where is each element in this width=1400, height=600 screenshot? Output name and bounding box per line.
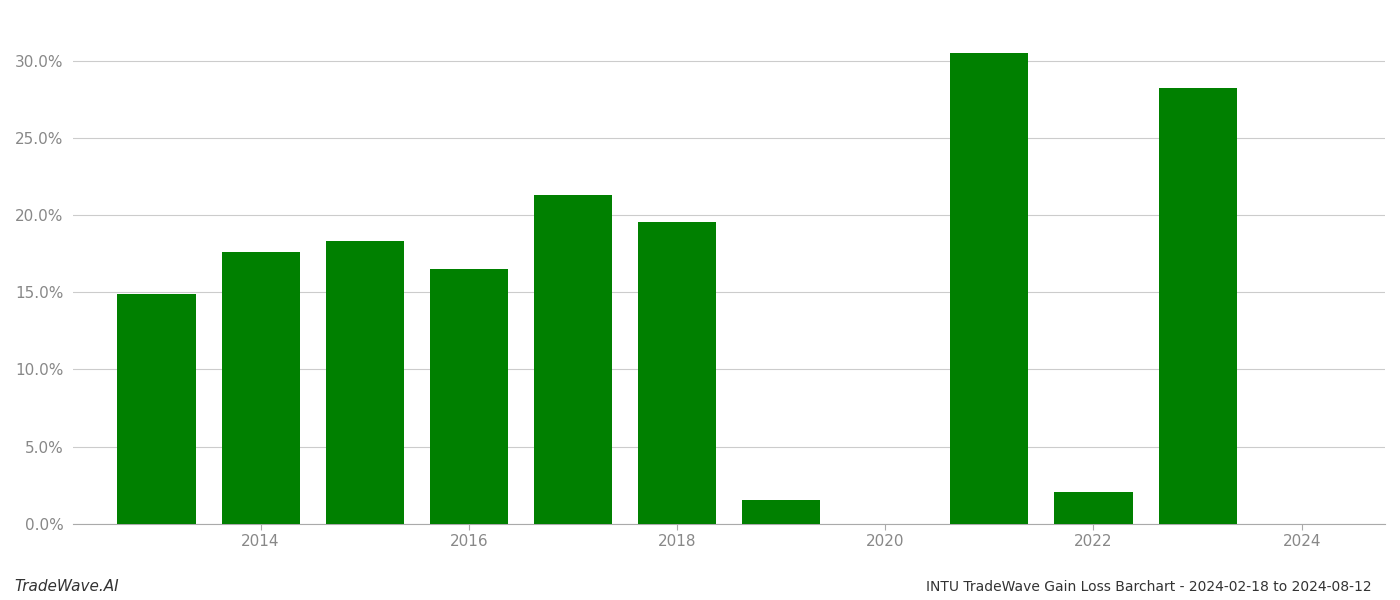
Bar [742,500,820,524]
Bar [1054,492,1133,524]
Bar [221,251,300,524]
Bar [951,53,1029,524]
Bar [118,294,196,524]
Bar [1159,88,1236,524]
Bar [326,241,403,524]
Bar [533,194,612,524]
Bar [430,269,508,524]
Bar [638,222,715,524]
Text: TradeWave.AI: TradeWave.AI [14,579,119,594]
Text: INTU TradeWave Gain Loss Barchart - 2024-02-18 to 2024-08-12: INTU TradeWave Gain Loss Barchart - 2024… [927,580,1372,594]
